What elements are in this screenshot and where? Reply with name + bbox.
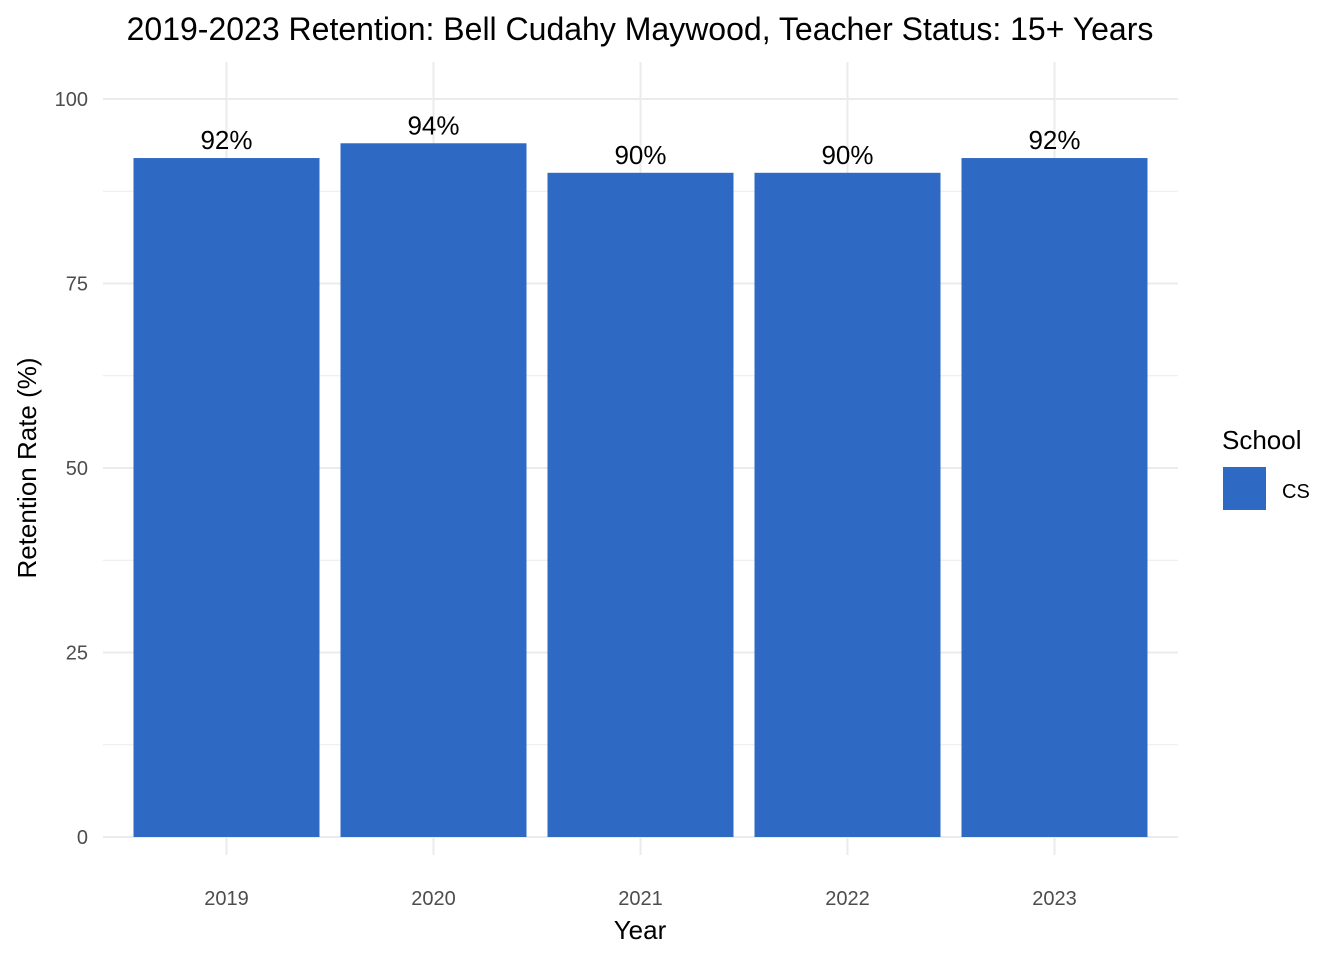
x-tick-label-2019: 2019 <box>204 888 249 910</box>
y-tick-label: 75 <box>66 274 88 296</box>
y-axis-ticks: 0 25 50 75 100 <box>55 89 88 849</box>
y-tick-label: 100 <box>55 89 88 111</box>
data-label-2023: 92% <box>1028 125 1080 155</box>
x-tick-label-2020: 2020 <box>411 888 456 910</box>
bar-2019 <box>133 158 320 838</box>
chart-title: 2019-2023 Retention: Bell Cudahy Maywood… <box>127 11 1154 47</box>
legend-swatch-cs <box>1223 467 1266 510</box>
y-tick-label: 50 <box>66 458 88 480</box>
data-labels: 92% 94% 90% 90% 92% <box>200 110 1080 170</box>
legend: School CS <box>1222 425 1310 510</box>
legend-title: School <box>1222 425 1302 455</box>
bar-2023 <box>961 158 1148 838</box>
bar-2020 <box>340 143 527 837</box>
bar-2021 <box>547 172 734 838</box>
y-axis-title: Retention Rate (%) <box>12 357 42 578</box>
legend-label-cs: CS <box>1282 481 1310 503</box>
x-tick-label-2023: 2023 <box>1032 888 1077 910</box>
data-label-2020: 94% <box>407 110 459 140</box>
bars <box>133 143 1148 838</box>
x-axis-title: Year <box>614 915 667 945</box>
x-tick-label-2022: 2022 <box>825 888 870 910</box>
x-axis-ticks: 2019 2020 2021 2022 2023 <box>204 888 1077 910</box>
y-tick-label: 0 <box>77 827 88 849</box>
bar-2022 <box>754 172 941 838</box>
data-label-2019: 92% <box>200 125 252 155</box>
data-label-2022: 90% <box>821 140 873 170</box>
data-label-2021: 90% <box>614 140 666 170</box>
x-tick-label-2021: 2021 <box>618 888 663 910</box>
y-tick-label: 25 <box>66 643 88 665</box>
